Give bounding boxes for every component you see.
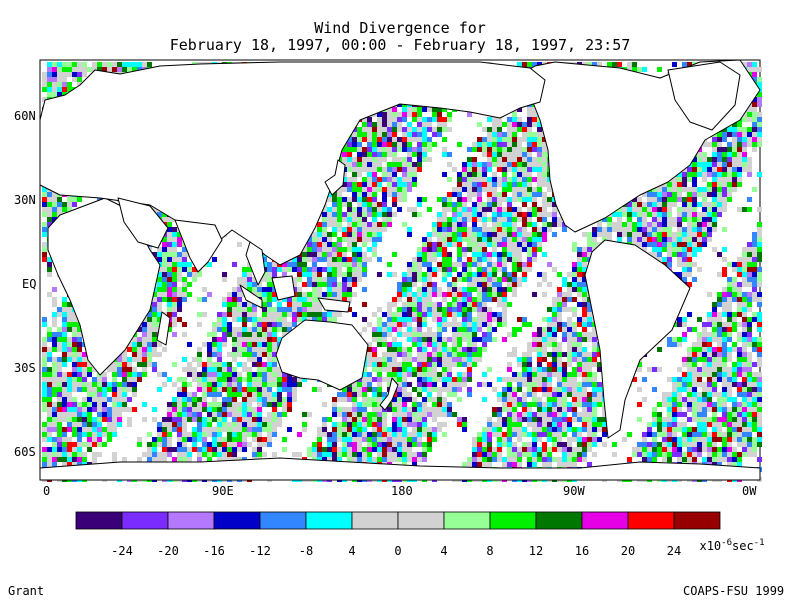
colorbar-label: -16 [203,544,225,558]
lon-label-90w: 90W [563,484,585,498]
colorbar-label: 8 [486,544,494,558]
colorbar [75,511,721,530]
colorbar-swatch [259,511,307,530]
colorbar-swatch [75,511,123,530]
title-line-2: February 18, 1997, 00:00 - February 18, … [169,36,631,54]
colorbar-swatch [581,511,629,530]
colorbar-label: 4 [440,544,448,558]
colorbar-label: 24 [666,544,682,558]
land-india [174,219,223,273]
colorbar-swatch [443,511,491,530]
colorbar-swatch [305,511,353,530]
colorbar-label: -8 [298,544,314,558]
colorbar-swatch [673,511,721,530]
colorbar-swatch [167,511,215,530]
lon-label-0: 0 [43,484,51,498]
footer-credit: COAPS-FSU 1999 [683,584,785,598]
title-line-1: Wind Divergence for [314,19,486,37]
colorbar-unit: x10-6sec-1 [699,538,765,553]
land-new-zealand [379,377,399,411]
lon-label-90e: 90E [212,484,234,498]
land-borneo [271,275,296,301]
colorbar-swatch [397,511,445,530]
lat-label-60n: 60N [14,109,36,123]
lon-label-0w: 0W [742,484,757,498]
land-japan [324,159,346,196]
lat-label-30s: 30S [14,361,36,375]
colorbar-swatch [213,511,261,530]
colorbar-label: -24 [111,544,133,558]
footer-author: Grant [8,584,45,598]
colorbar-swatch [535,511,583,530]
lat-label-60s: 60S [14,445,36,459]
colorbar-label: 0 [394,544,402,558]
land-madagascar [156,311,171,346]
colorbar-label: 4 [348,544,356,558]
colorbar-swatch [489,511,537,530]
land-se-asia [245,241,266,286]
colorbar-label: 20 [620,544,636,558]
colorbar-swatch [351,511,399,530]
colorbar-swatch [627,511,675,530]
lat-label-eq: EQ [22,277,37,291]
lat-label-30n: 30N [14,193,36,207]
colorbar-label: 16 [574,544,590,558]
land-new-guinea [317,297,351,313]
colorbar-label: 12 [528,544,544,558]
colorbar-label: -20 [157,544,179,558]
colorbar-label: -12 [249,544,271,558]
lon-label-180: 180 [391,484,413,498]
land-antarctica [39,457,761,481]
land-australia [275,319,369,391]
land-arabia [117,197,169,249]
land-sumatra [239,284,263,309]
land-south-america [584,239,691,439]
land-greenland [667,61,741,131]
colorbar-swatch [121,511,169,530]
